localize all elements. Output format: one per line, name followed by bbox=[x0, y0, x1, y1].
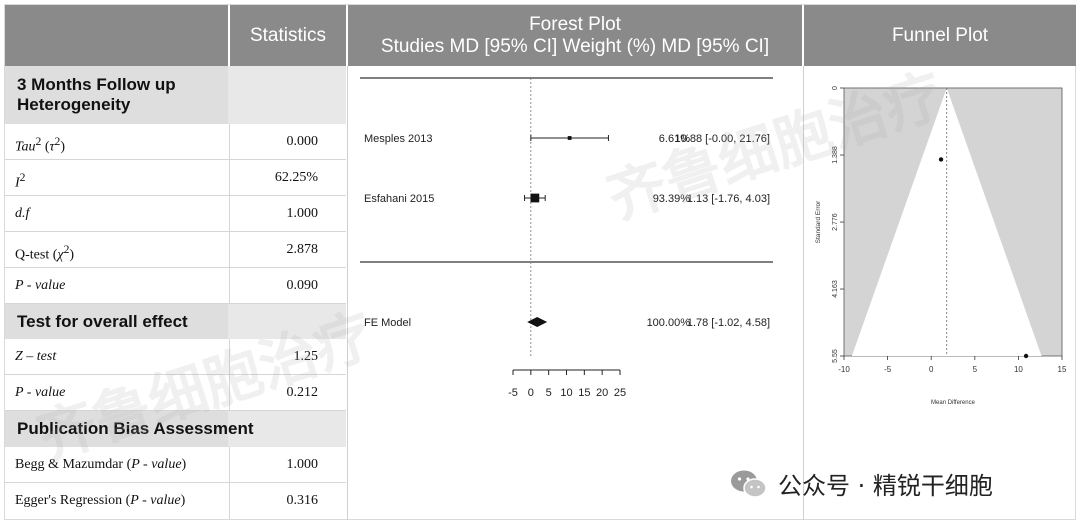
row-label: Begg & Mazumdar (P - value) bbox=[15, 457, 187, 472]
x-tick-label: -5 bbox=[508, 387, 518, 399]
header-blank-cell bbox=[5, 5, 228, 66]
y-tick-label: 2.776 bbox=[832, 213, 839, 231]
ci-label: 1.78 [-1.02, 4.58] bbox=[687, 317, 770, 329]
cell-divider bbox=[229, 483, 230, 519]
section-title: Publication Bias Assessment bbox=[17, 419, 254, 438]
row-label: Egger's Regression (P - value) bbox=[15, 493, 186, 508]
forest-plot-subtitle: Studies MD [95% CI] Weight (%) MD [95% C… bbox=[380, 35, 770, 57]
footer-text: 公众号 · 精锐干细胞 bbox=[778, 472, 993, 500]
y-tick-label: 5.55 bbox=[832, 349, 839, 363]
row-value: 0.090 bbox=[286, 278, 319, 293]
x-axis-label: Mean Difference bbox=[931, 400, 976, 406]
row-label: I2 bbox=[15, 171, 26, 191]
y-tick-label: 1.388 bbox=[832, 146, 839, 164]
figure-frame bbox=[4, 4, 1076, 520]
row-value: 1.25 bbox=[293, 349, 319, 364]
y-tick-label: 4.163 bbox=[832, 280, 839, 298]
x-tick-label: 10 bbox=[1014, 365, 1023, 374]
row-label: Q-test (χ2) bbox=[15, 243, 75, 263]
x-tick-label: -5 bbox=[884, 365, 892, 374]
cell-divider bbox=[229, 124, 230, 159]
section-fill bbox=[228, 66, 346, 124]
x-tick-label: -10 bbox=[838, 365, 850, 374]
study-label: Mesples 2013 bbox=[364, 133, 433, 145]
row-value: 1.000 bbox=[286, 457, 319, 472]
row-label: Z – test bbox=[15, 349, 57, 364]
footer: 公众号 · 精锐干细胞 bbox=[730, 466, 993, 501]
x-tick-label: 15 bbox=[1058, 365, 1067, 374]
x-tick-label: 0 bbox=[528, 387, 534, 399]
row-value: 0.316 bbox=[286, 493, 319, 508]
pooled-diamond bbox=[527, 317, 548, 327]
row-value: 2.878 bbox=[286, 242, 319, 257]
row-value: 1.000 bbox=[286, 206, 319, 221]
row-begg: Begg & Mazumdar (P - value) 1.000 bbox=[5, 447, 346, 483]
x-tick-label: 10 bbox=[560, 387, 572, 399]
row-i2: I2 62.25% bbox=[5, 160, 346, 196]
effect-square bbox=[530, 193, 540, 203]
section-fill bbox=[228, 304, 346, 339]
row-label: Tau2 (τ2) bbox=[15, 135, 66, 155]
section-overall-effect: Test for overall effect bbox=[5, 304, 346, 339]
cell-divider bbox=[229, 232, 230, 267]
funnel-plot-header: Funnel Plot bbox=[804, 5, 1076, 66]
row-z-test: Z – test 1.25 bbox=[5, 339, 346, 375]
cell-divider bbox=[229, 375, 230, 410]
forest-plot-header: Forest Plot Studies MD [95% CI] Weight (… bbox=[348, 5, 802, 66]
section-fill bbox=[228, 411, 346, 447]
column-divider bbox=[347, 66, 348, 520]
row-p-value-1: P - value 0.090 bbox=[5, 268, 346, 304]
row-value: 0.212 bbox=[286, 385, 319, 400]
study-point bbox=[938, 157, 944, 162]
pooled-label: FE Model bbox=[364, 317, 411, 329]
study-point bbox=[1023, 353, 1029, 359]
forest-plot-title: Forest Plot bbox=[529, 13, 621, 35]
y-tick-label: 0 bbox=[832, 86, 839, 90]
row-label: d.f bbox=[15, 206, 30, 221]
section-title-line2: Heterogeneity bbox=[17, 95, 131, 114]
weight-label: 6.61% bbox=[659, 133, 690, 145]
ci-label: 10.88 [-0.00, 21.76] bbox=[675, 133, 770, 145]
funnel-plot: -10 -5 0 5 10 15 Mean Difference 0 1.388 2.776 4.1… bbox=[815, 86, 1067, 406]
row-value: 0.000 bbox=[286, 134, 319, 149]
section-heterogeneity: 3 Months Follow up Heterogeneity bbox=[5, 66, 346, 124]
row-egger: Egger's Regression (P - value) 0.316 bbox=[5, 483, 346, 519]
study-label: Esfahani 2015 bbox=[364, 193, 434, 205]
x-tick-label: 5 bbox=[546, 387, 552, 399]
row-p-value-2: P - value 0.212 bbox=[5, 375, 346, 411]
statistics-header: Statistics bbox=[230, 5, 346, 66]
row-label: P - value bbox=[15, 385, 66, 400]
row-value: 62.25% bbox=[274, 170, 318, 185]
cell-divider bbox=[229, 196, 230, 231]
effect-square bbox=[567, 136, 572, 140]
section-title-line1: 3 Months Follow up bbox=[17, 75, 176, 94]
section-publication-bias: Publication Bias Assessment bbox=[5, 411, 346, 447]
weight-label: 93.39% bbox=[653, 193, 691, 205]
column-divider bbox=[803, 66, 804, 520]
x-tick-label: 25 bbox=[614, 387, 626, 399]
x-tick-label: 15 bbox=[578, 387, 590, 399]
row-tau: Tau2 (τ2) 0.000 bbox=[5, 124, 346, 160]
weight-label: 100.00% bbox=[647, 317, 691, 329]
x-tick-label: 20 bbox=[596, 387, 608, 399]
x-tick-label: 5 bbox=[973, 365, 978, 374]
row-label: P - value bbox=[15, 278, 66, 293]
cell-divider bbox=[229, 339, 230, 374]
cell-divider bbox=[229, 447, 230, 482]
ci-label: 1.13 [-1.76, 4.03] bbox=[687, 193, 770, 205]
wechat-icon bbox=[731, 470, 767, 498]
row-q-test: Q-test (χ2) 2.878 bbox=[5, 232, 346, 268]
row-df: d.f 1.000 bbox=[5, 196, 346, 232]
section-title: Test for overall effect bbox=[17, 311, 188, 331]
cell-divider bbox=[229, 160, 230, 195]
y-axis-label: Standard Error bbox=[815, 200, 822, 243]
cell-divider bbox=[229, 268, 230, 303]
forest-plot: Mesples 2013 6.61%10.88 [-0.00, 21.76] Esf… bbox=[360, 77, 773, 399]
x-tick-label: 0 bbox=[929, 365, 934, 374]
